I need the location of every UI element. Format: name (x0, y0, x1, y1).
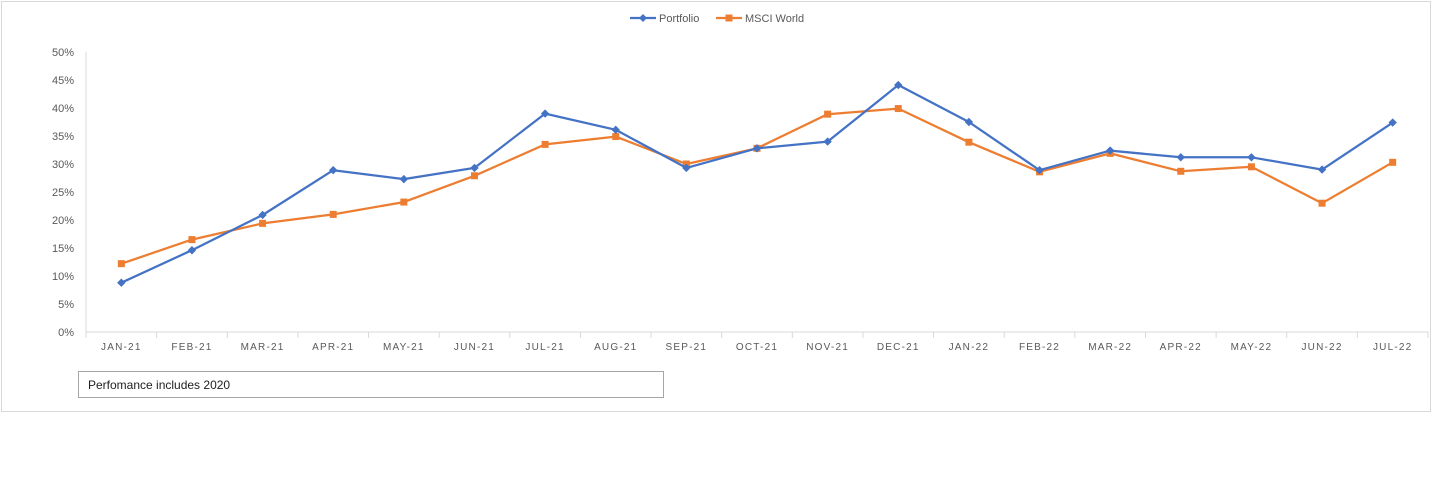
y-tick-label: 50% (52, 47, 74, 59)
portfolio-point (752, 144, 762, 153)
msci-world-point (117, 260, 125, 268)
legend-label: Portfolio (659, 13, 699, 25)
msci-world-point (612, 133, 620, 141)
x-tick-label: NOV-21 (806, 342, 849, 353)
x-tick-label: JUL-21 (525, 342, 564, 353)
msci-world-point (188, 236, 196, 244)
x-tick-label: OCT-21 (736, 342, 778, 353)
portfolio-point (1388, 118, 1397, 127)
msci-world-point (1389, 158, 1397, 166)
legend-item-msci-world: MSCI World (716, 13, 804, 25)
msci-world-point (965, 138, 973, 146)
portfolio-point (187, 246, 197, 255)
portfolio-point (1176, 153, 1185, 162)
portfolio-point (117, 278, 126, 287)
x-tick-label: MAY-21 (383, 342, 425, 353)
x-axis: JAN-21 FEB-21 MAR-21 APR-21 MAY-21 JUN-21 JUL-… (85, 331, 1429, 353)
x-tick-label: JUN-22 (1301, 342, 1342, 353)
x-tick-label: MAY-22 (1231, 342, 1273, 353)
portfolio-point (540, 109, 550, 118)
msci-world-point (541, 140, 549, 148)
legend-marker (639, 14, 647, 22)
y-tick-label: 0% (58, 327, 74, 339)
msci-world-point (824, 110, 832, 118)
note-textbox: Perfomance includes 2020 (78, 371, 664, 398)
line-chart: 0% 5% 10% 15% 20% 25% 30% 35% 40% 45% 50% JAN-21 FE… (52, 13, 1429, 353)
portfolio-point (258, 210, 267, 220)
msci-world-point (470, 172, 478, 180)
msci-world-point (259, 219, 267, 227)
x-tick-label: MAR-22 (1088, 342, 1132, 353)
msci-world-point (1177, 167, 1185, 175)
y-axis: 0% 5% 10% 15% 20% 25% 30% 35% 40% 45% 50% (52, 47, 87, 339)
portfolio-point (1247, 153, 1256, 162)
portfolio-point (1105, 146, 1115, 155)
y-tick-label: 30% (52, 159, 74, 171)
legend-marker (725, 14, 733, 22)
msci-world-point (400, 198, 408, 206)
portfolio-point (964, 117, 974, 127)
portfolio-point (682, 163, 691, 173)
x-tick-label: APR-22 (1160, 342, 1202, 353)
x-tick-label: JAN-22 (949, 342, 990, 353)
y-tick-label: 40% (52, 103, 74, 115)
x-tick-label: FEB-22 (1019, 342, 1060, 353)
msci-world-point (329, 210, 337, 218)
portfolio-point (823, 137, 832, 146)
portfolio-point (470, 163, 479, 173)
x-tick-label: APR-21 (312, 342, 354, 353)
portfolio-point (399, 174, 409, 184)
y-tick-label: 15% (52, 243, 74, 255)
msci-world-point (1318, 199, 1326, 207)
y-tick-label: 45% (52, 75, 74, 87)
chart-frame (1, 1, 1431, 412)
portfolio-point (329, 165, 338, 175)
portfolio-point (1035, 165, 1044, 175)
x-tick-label: AUG-21 (594, 342, 637, 353)
x-tick-label: MAR-21 (241, 342, 285, 353)
y-tick-label: 25% (52, 187, 74, 199)
portfolio-point (894, 80, 903, 90)
legend-item-portfolio: Portfolio (630, 13, 699, 25)
x-tick-label: JUN-21 (454, 342, 495, 353)
x-tick-label: SEP-21 (666, 342, 708, 353)
portfolio-point (1317, 165, 1327, 174)
series-portfolio (117, 80, 1397, 287)
series-layer (117, 80, 1397, 287)
legend: Portfolio MSCI World (630, 13, 804, 25)
legend-label: MSCI World (745, 13, 804, 25)
x-tick-label: JUL-22 (1373, 342, 1412, 353)
msci-world-line (120, 107, 1394, 265)
x-tick-label: DEC-21 (877, 342, 920, 353)
x-tick-label: FEB-21 (171, 342, 212, 353)
y-tick-label: 5% (58, 299, 74, 311)
y-tick-label: 20% (52, 215, 74, 227)
msci-world-point (894, 105, 902, 113)
x-tick-label: JAN-21 (101, 342, 142, 353)
portfolio-line (120, 83, 1394, 284)
msci-world-point (1247, 163, 1255, 171)
y-tick-label: 35% (52, 131, 74, 143)
y-tick-label: 10% (52, 271, 74, 283)
portfolio-point (611, 125, 620, 135)
